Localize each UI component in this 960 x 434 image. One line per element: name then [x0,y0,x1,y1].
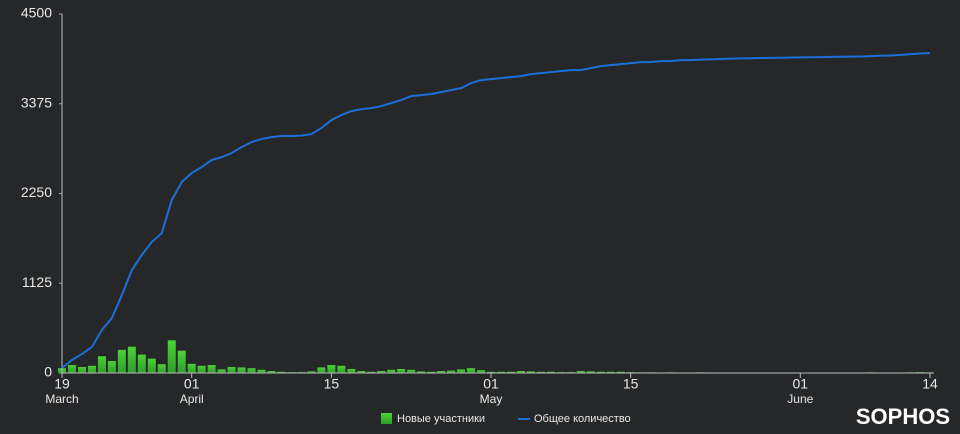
bar [367,371,376,373]
y-tick-label: 0 [44,364,52,380]
bar [536,371,545,373]
y-tick-label: 3375 [21,94,52,110]
y-tick-label: 4500 [21,5,52,21]
bar [357,371,366,373]
x-tick-label: 15 [324,376,340,392]
x-month-label: April [180,392,204,406]
bar [327,365,336,373]
bar [487,371,496,373]
bar [516,371,525,373]
bar [67,365,76,373]
x-month-label: June [787,392,813,406]
bar [417,371,426,373]
legend-label: Общее количество [534,413,631,425]
x-month-label: May [480,392,503,406]
bar [606,371,615,373]
bar [447,370,456,373]
brand-logo: SOPHOS [856,404,950,429]
bar [437,371,446,373]
bar [127,346,136,373]
bar [526,371,535,373]
x-tick-label: 01 [793,376,809,392]
legend-swatch [381,413,392,424]
bar [87,365,96,373]
bar [257,369,266,373]
bar [496,371,505,373]
bar [177,350,186,373]
y-tick-label: 1125 [22,274,52,290]
bar [427,371,436,373]
bar [457,369,466,373]
bar [157,364,166,373]
bar [147,358,156,373]
bar [117,349,126,373]
bar [277,371,286,373]
bar [137,354,146,373]
bar [467,368,476,373]
bar [387,369,396,373]
bar [586,371,595,373]
bar [167,340,176,373]
bar [307,371,316,373]
bar [97,356,106,373]
bar [576,371,585,373]
x-tick-label: 01 [184,376,200,392]
bar [407,369,416,373]
x-tick-label: 01 [483,376,499,392]
line-series [61,52,931,369]
x-tick-label: 15 [623,376,639,392]
x-tick-label: 14 [922,376,938,392]
bar [217,369,226,373]
y-tick-label: 2250 [21,184,52,200]
bar [337,365,346,373]
legend-label: Новые участники [397,413,485,425]
bar [317,367,326,373]
bar [596,371,605,373]
bar [77,367,86,373]
x-month-label: March [45,392,78,406]
bar [546,371,555,373]
bar [477,370,486,373]
bar [377,371,386,373]
bar [107,361,116,373]
bar [237,367,246,373]
bar [267,371,276,373]
bar [397,369,406,373]
bar [187,363,196,373]
x-tick-label: 19 [54,376,70,392]
bar [616,371,625,373]
bar [506,371,515,373]
bar [227,367,236,373]
bar [347,369,356,373]
bar [207,365,216,373]
bar [197,365,206,373]
bar [247,368,256,373]
